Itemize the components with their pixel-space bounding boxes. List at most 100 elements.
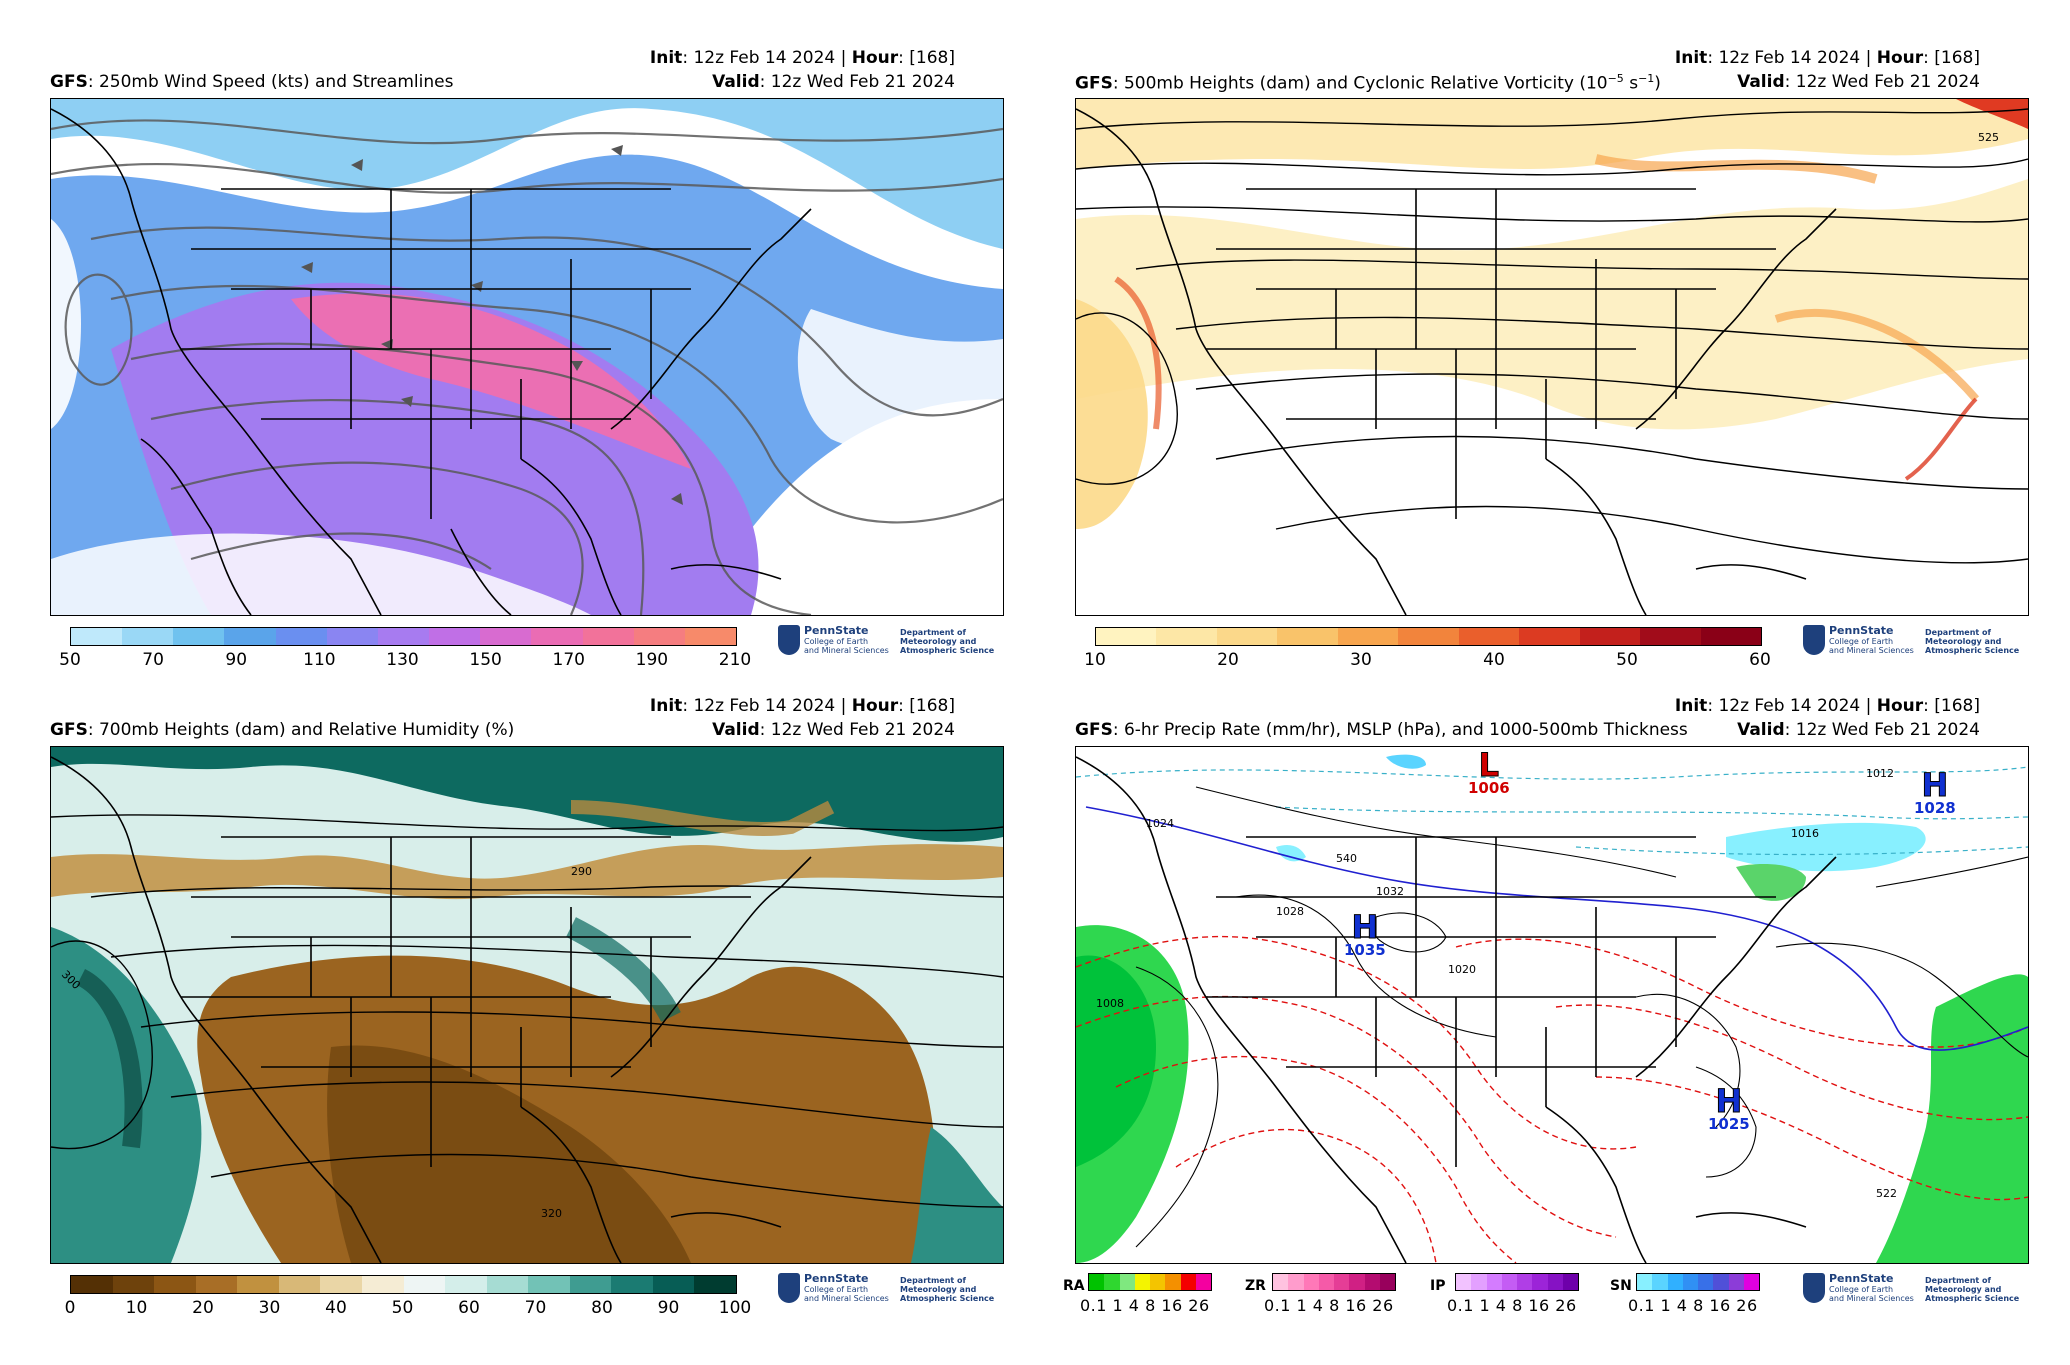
precip-swatch [1150,1274,1166,1290]
wind-map [50,98,1004,616]
valid-line: Valid: 12z Wed Feb 21 2024 [712,72,955,92]
psu-logo: PennState College of Earth and Mineral Sci… [778,625,998,659]
precip-swatch [1303,1274,1319,1290]
colorbar-tick: 130 [386,650,419,670]
isobar-label: 522 [1876,1187,1897,1200]
colorbar-swatch [1156,628,1217,645]
isobar-label: 1032 [1376,885,1404,898]
colorbar-ticks: 50 70 90 110 130 150 170 190 210 [59,650,751,672]
colorbar-tick: 170 [552,650,585,670]
precip-type-label: ZR [1245,1278,1266,1294]
colorbar-swatch [694,1276,736,1293]
colorbar-swatch [652,1276,695,1293]
panel-title: GFS: 6-hr Precip Rate (mm/hr), MSLP (hPa… [1075,720,1688,740]
precip-swatch [1667,1274,1683,1290]
colorbar-swatch [122,628,174,645]
colorbar-swatch [224,628,276,645]
colorbar-swatch [569,1276,612,1293]
colorbar-swatch [71,1276,113,1293]
psu-shield-icon [1803,625,1825,655]
colorbar-swatch [278,1276,321,1293]
init-line: Init: 12z Feb 14 2024 | Hour: [168] [649,48,955,68]
precip-swatch [1471,1274,1487,1290]
colorbar-tick: 100 [718,1298,752,1318]
colorbar-ticks: 0 10 20 30 40 50 60 70 80 90 100 [65,1298,752,1320]
precip-swatch [1532,1274,1548,1290]
precip-swatch [1288,1274,1304,1290]
colorbar-tick: 60 [1749,650,1771,670]
isobar-label: 1020 [1448,963,1476,976]
colorbar-swatch [1096,628,1157,645]
colorbar-swatch [1337,628,1399,645]
high-center: H 1035 [1344,908,1386,959]
colorbar-tick: 210 [718,650,752,670]
colorbar [1095,627,1762,646]
precip-swatch [1713,1274,1729,1290]
colorbar-swatch [361,1276,404,1293]
colorbar-swatch [582,628,634,645]
precip-ticks: 0.1 1 4 8 16 26 [1447,1296,1577,1315]
colorbar [70,1275,737,1294]
colorbar-tick: 40 [325,1298,347,1318]
colorbar-tick: 110 [303,650,336,670]
precip-colorbar [1272,1273,1396,1291]
precip-swatch [1273,1274,1289,1290]
vorticity-map: 525 [1075,98,2029,616]
isobar-label: 1016 [1791,827,1819,840]
colorbar-tick: 30 [258,1298,281,1318]
contour-label: 290 [571,865,592,878]
init-line: Init: 12z Feb 14 2024 | Hour: [168] [1674,48,1980,68]
precip-type-label: SN [1610,1278,1632,1294]
panel-250mb-wind: Init: 12z Feb 14 2024 | Hour: [168] GFS:… [0,0,1004,670]
colorbar-tick: 90 [657,1298,680,1318]
low-center: L 1006 [1468,746,1510,797]
precip-swatch [1089,1274,1105,1290]
precip-swatch [1562,1274,1578,1290]
panel-title: GFS: 250mb Wind Speed (kts) and Streamli… [50,72,454,92]
psu-logo: PennState College of Earth and Mineral Sci… [1803,1273,2023,1307]
psu-logo: PennState College of Earth and Mineral Sci… [1803,625,2023,659]
psu-shield-icon [1803,1273,1825,1303]
init-line: Init: 12z Feb 14 2024 | Hour: [168] [1674,696,1980,716]
colorbar-tick: 70 [142,650,164,670]
colorbar-swatch [326,628,378,645]
valid-line: Valid: 12z Wed Feb 21 2024 [712,720,955,740]
high-center: H 1028 [1914,766,1956,817]
precip-ticks: 0.1 1 4 8 16 26 [1080,1296,1210,1315]
colorbar-swatch [1519,628,1580,645]
colorbar-swatch [1700,628,1761,645]
panel-title: GFS: 700mb Heights (dam) and Relative Hu… [50,720,515,740]
colorbar-swatch [173,628,225,645]
colorbar-tick: 10 [125,1298,148,1318]
precip-swatch [1165,1274,1181,1290]
precip-swatch [1682,1274,1698,1290]
colorbar-swatch [480,628,532,645]
rh-map: 300 290 320 [50,746,1004,1264]
valid-line: Valid: 12z Wed Feb 21 2024 [1737,72,1980,92]
colorbar-tick: 60 [458,1298,480,1318]
isobar-label: 1024 [1146,817,1174,830]
precip-swatch [1547,1274,1563,1290]
precip-ticks: 0.1 1 4 8 16 26 [1264,1296,1394,1315]
colorbar-swatch [403,1276,446,1293]
colorbar-swatch [1216,628,1278,645]
colorbar-swatch [195,1276,238,1293]
colorbar-swatch [320,1276,362,1293]
colorbar-tick: 70 [524,1298,547,1318]
colorbar-swatch [531,628,583,645]
colorbar-swatch [275,628,327,645]
colorbar-swatch [71,628,123,645]
precip-swatch [1743,1274,1759,1290]
panel-title: GFS: 500mb Heights (dam) and Cyclonic Re… [1075,72,1661,94]
precip-swatch [1195,1274,1211,1290]
isobar-label: 1012 [1866,767,1894,780]
colorbar-swatch [1398,628,1459,645]
precip-colorbar [1455,1273,1579,1291]
high-center: H 1025 [1708,1082,1750,1133]
precip-type-label: RA [1063,1278,1085,1294]
colorbar-swatch [1277,628,1338,645]
valid-line: Valid: 12z Wed Feb 21 2024 [1737,720,1980,740]
colorbar-ticks: 10 20 30 40 50 60 [1084,650,1771,672]
colorbar-swatch [684,628,737,645]
psu-logo: PennState College of Earth and Mineral Sci… [778,1273,998,1307]
